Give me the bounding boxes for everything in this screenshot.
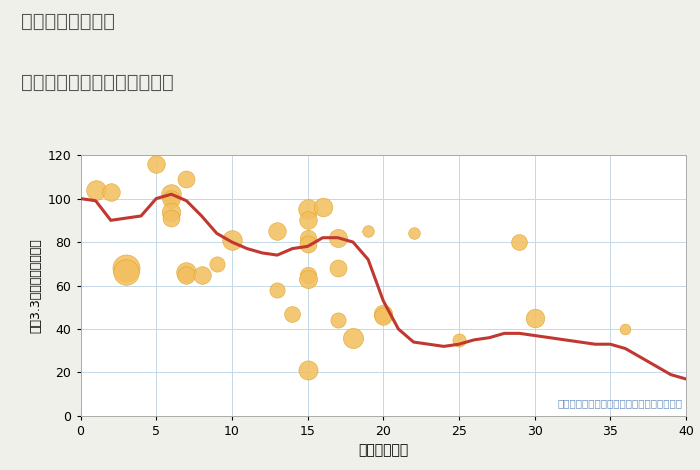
Point <box>302 275 313 283</box>
Point <box>272 227 283 235</box>
Point <box>454 336 465 344</box>
Point <box>332 234 344 242</box>
Point <box>302 367 313 374</box>
Text: 築年数別中古マンション価格: 築年数別中古マンション価格 <box>21 73 174 92</box>
Point <box>317 204 328 211</box>
Point <box>105 188 116 196</box>
Point <box>378 310 389 318</box>
Point <box>332 264 344 272</box>
X-axis label: 築年数（年）: 築年数（年） <box>358 444 408 457</box>
Point <box>302 271 313 278</box>
Point <box>514 238 525 246</box>
Point <box>166 190 177 198</box>
Point <box>529 314 540 322</box>
Point <box>120 269 132 276</box>
Point <box>166 208 177 215</box>
Point <box>302 206 313 213</box>
Point <box>166 195 177 202</box>
Point <box>150 160 162 168</box>
Point <box>196 271 207 278</box>
Point <box>347 334 358 341</box>
Point <box>166 214 177 222</box>
Text: 三重県津市新家町: 三重県津市新家町 <box>21 12 115 31</box>
Point <box>332 317 344 324</box>
Point <box>181 175 192 183</box>
Point <box>408 229 419 237</box>
Point <box>272 286 283 294</box>
Y-axis label: 坪（3.3㎡）単価（万円）: 坪（3.3㎡）単価（万円） <box>29 238 42 333</box>
Point <box>226 236 237 243</box>
Point <box>363 227 374 235</box>
Point <box>378 312 389 320</box>
Point <box>302 234 313 242</box>
Point <box>287 310 298 318</box>
Point <box>120 264 132 272</box>
Point <box>302 217 313 224</box>
Point <box>90 186 101 194</box>
Text: 円の大きさは、取引のあった物件面積を示す: 円の大きさは、取引のあった物件面積を示す <box>558 398 683 408</box>
Point <box>302 241 313 248</box>
Point <box>211 260 223 267</box>
Point <box>181 271 192 278</box>
Point <box>181 269 192 276</box>
Point <box>620 325 631 333</box>
